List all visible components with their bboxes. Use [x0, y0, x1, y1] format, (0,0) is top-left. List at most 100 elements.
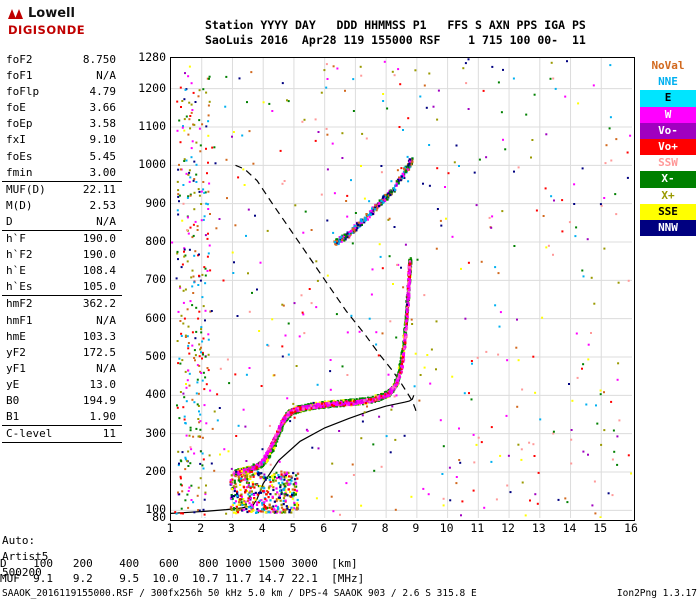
parameter-row: hmE 103.3: [2, 329, 122, 345]
muf-distance-scale: D 100 200 400 600 800 1000 1500 3000 [km…: [0, 556, 700, 586]
parameter-row: hmF2 362.2: [2, 296, 122, 312]
x-tick-label: 2: [197, 521, 205, 535]
x-tick-label: 7: [350, 521, 358, 535]
y-tick-label: 600: [145, 310, 166, 325]
y-tick-label: 1200: [138, 80, 166, 95]
legend-item-ssw[interactable]: SSW: [640, 155, 696, 172]
auto-block-line: 500200: [2, 566, 42, 579]
x-tick-label: 10: [439, 521, 454, 535]
parameter-value: 3.00: [89, 165, 117, 179]
y-tick-label: 1280: [138, 50, 166, 64]
legend-item-w[interactable]: W: [640, 106, 696, 123]
x-tick-label: 9: [412, 521, 420, 535]
parameter-value: 190.0: [82, 232, 116, 246]
auto-block-line: Auto:: [2, 534, 36, 547]
parameter-row: M(D) 2.53: [2, 198, 122, 214]
logo-mark-icon: [8, 9, 23, 19]
y-axis-labels: 80 100 200 300 400 500 600 700 800 900 1000 1100 120…: [126, 50, 166, 524]
station-header-line1: Station YYYY DAY DDD HHMMSS P1 FFS S AXN…: [205, 18, 586, 32]
parameter-value: N/A: [96, 313, 116, 327]
ionogram-parameter-table: foF2 8.750 foF1 N/A foFlp 4.79 foE 3.66 foEp 3.58…: [2, 52, 122, 444]
ionogram-plot-area[interactable]: [170, 57, 635, 521]
parameter-row: h`F2 190.0: [2, 247, 122, 263]
parameter-row: h`F 190.0: [2, 231, 122, 247]
x-tick-label: 13: [531, 521, 546, 535]
parameter-key: h`Es: [6, 280, 33, 294]
parameter-key: foF1: [6, 69, 33, 83]
lowell-digisonde-logo: Lowell DIGISONDE: [4, 6, 124, 40]
parameter-value: 194.9: [82, 393, 116, 407]
parameter-row: D N/A: [2, 214, 122, 232]
polarization-legend[interactable]: NoVal NNE E W Vo- Vo+ SSW X- X+ SSE NNW: [640, 58, 696, 237]
y-tick-label: 400: [145, 387, 166, 402]
legend-item-e[interactable]: E: [640, 90, 696, 107]
x-tick-label: 6: [320, 521, 328, 535]
x-tick-label: 8: [381, 521, 389, 535]
parameter-key: C-level: [6, 427, 53, 441]
scale-line-d: D 100 200 400 600 800 1000 1500 3000 [km…: [0, 557, 358, 570]
legend-item-sse[interactable]: SSE: [640, 203, 696, 220]
legend-item-nne[interactable]: NNE: [640, 74, 696, 91]
x-tick-label: 3: [227, 521, 235, 535]
parameter-row: B1 1.90: [2, 409, 122, 427]
parameter-value: 11: [102, 427, 116, 441]
legend-item-x[interactable]: X-: [640, 171, 696, 188]
legend-item-nnw[interactable]: NNW: [640, 219, 696, 237]
parameter-value: 1.90: [89, 410, 117, 424]
parameter-row: foFlp 4.79: [2, 84, 122, 100]
parameter-row: yF1 N/A: [2, 361, 122, 377]
legend-item-vo[interactable]: Vo-: [640, 122, 696, 139]
parameter-key: yF1: [6, 361, 26, 375]
parameter-value: 108.4: [82, 264, 116, 278]
parameter-value: 172.5: [82, 345, 116, 359]
parameter-key: hmF2: [6, 297, 33, 311]
y-tick-label: 800: [145, 234, 166, 248]
parameter-row: foF2 8.750: [2, 52, 122, 68]
parameter-key: foE: [6, 101, 26, 115]
auto-block: Auto: Artist5 500200: [2, 533, 48, 581]
logo-text-digisonde: DIGISONDE: [8, 23, 86, 37]
x-tick-label: 1: [166, 521, 174, 535]
parameter-key: foF2: [6, 53, 33, 66]
x-tick-label: 5: [289, 521, 297, 535]
parameter-key: MUF(D): [6, 182, 46, 196]
parameter-key: D: [6, 214, 13, 228]
version-line: Ion2Png 1.3.17: [616, 588, 697, 599]
parameter-row: h`Es 105.0: [2, 279, 122, 297]
parameter-key: foEs: [6, 149, 33, 163]
y-tick-label: 900: [145, 195, 166, 210]
parameter-key: foEp: [6, 117, 33, 131]
legend-item-x[interactable]: X+: [640, 187, 696, 204]
parameter-key: B1: [6, 410, 20, 424]
parameter-value: 362.2: [82, 297, 116, 311]
y-tick-label: 200: [145, 464, 166, 478]
legend-item-vo[interactable]: Vo+: [640, 138, 696, 156]
parameter-row: yF2 172.5: [2, 345, 122, 361]
x-tick-label: 16: [624, 521, 638, 535]
parameter-key: yF2: [6, 345, 26, 359]
parameter-key: foFlp: [6, 85, 40, 99]
y-tick-label: 700: [145, 272, 166, 287]
parameter-key: h`E: [6, 264, 26, 278]
y-tick-label: 1000: [138, 157, 166, 172]
parameter-value: N/A: [96, 69, 116, 83]
parameter-key: h`F: [6, 232, 26, 246]
x-tick-label: 12: [501, 521, 515, 535]
logo-text-lowell: Lowell: [28, 6, 75, 21]
legend-item-noval[interactable]: NoVal: [640, 58, 696, 75]
scale-line-muf: MUF 9.1 9.2 9.5 10.0 10.7 11.7 14.7 22.1…: [0, 572, 365, 585]
x-tick-label: 4: [258, 521, 266, 535]
parameter-key: yE: [6, 377, 20, 391]
parameter-key: hmF1: [6, 313, 33, 327]
y-tick-label: 300: [145, 425, 166, 440]
parameter-key: B0: [6, 393, 20, 407]
ionogram-traces: [171, 58, 632, 518]
x-tick-label: 14: [562, 521, 577, 535]
y-tick-label: 80: [152, 510, 166, 524]
auto-block-line: Artist5: [2, 550, 49, 563]
x-axis-labels: 1 2 3 4 5 6 7 8 9 10 11 12 13 14 15 16: [167, 521, 638, 535]
parameter-row: fxI 9.10: [2, 132, 122, 148]
parameter-row: foF1 N/A: [2, 68, 122, 84]
parameter-value: 5.45: [89, 149, 117, 163]
source-file-line: SAAOK_2016119155000.RSF / 300fx256h 50 k…: [2, 588, 477, 599]
